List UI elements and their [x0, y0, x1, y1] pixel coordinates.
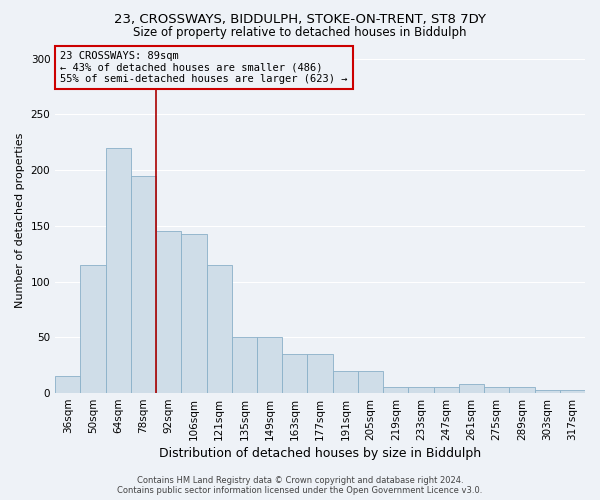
Bar: [535, 390, 560, 393]
Bar: [560, 390, 585, 393]
Bar: [383, 388, 409, 393]
Bar: [206, 265, 232, 393]
Bar: [156, 232, 181, 393]
Bar: [434, 388, 459, 393]
Bar: [509, 388, 535, 393]
Text: Size of property relative to detached houses in Biddulph: Size of property relative to detached ho…: [133, 26, 467, 39]
Text: 23 CROSSWAYS: 89sqm
← 43% of detached houses are smaller (486)
55% of semi-detac: 23 CROSSWAYS: 89sqm ← 43% of detached ho…: [61, 51, 348, 84]
X-axis label: Distribution of detached houses by size in Biddulph: Distribution of detached houses by size …: [159, 447, 481, 460]
Bar: [232, 338, 257, 393]
Bar: [55, 376, 80, 393]
Bar: [282, 354, 307, 393]
Bar: [80, 265, 106, 393]
Bar: [106, 148, 131, 393]
Bar: [332, 371, 358, 393]
Bar: [307, 354, 332, 393]
Text: 23, CROSSWAYS, BIDDULPH, STOKE-ON-TRENT, ST8 7DY: 23, CROSSWAYS, BIDDULPH, STOKE-ON-TRENT,…: [114, 12, 486, 26]
Bar: [181, 234, 206, 393]
Y-axis label: Number of detached properties: Number of detached properties: [15, 132, 25, 308]
Bar: [257, 338, 282, 393]
Bar: [358, 371, 383, 393]
Bar: [409, 388, 434, 393]
Bar: [459, 384, 484, 393]
Bar: [484, 388, 509, 393]
Bar: [131, 176, 156, 393]
Text: Contains HM Land Registry data © Crown copyright and database right 2024.
Contai: Contains HM Land Registry data © Crown c…: [118, 476, 482, 495]
